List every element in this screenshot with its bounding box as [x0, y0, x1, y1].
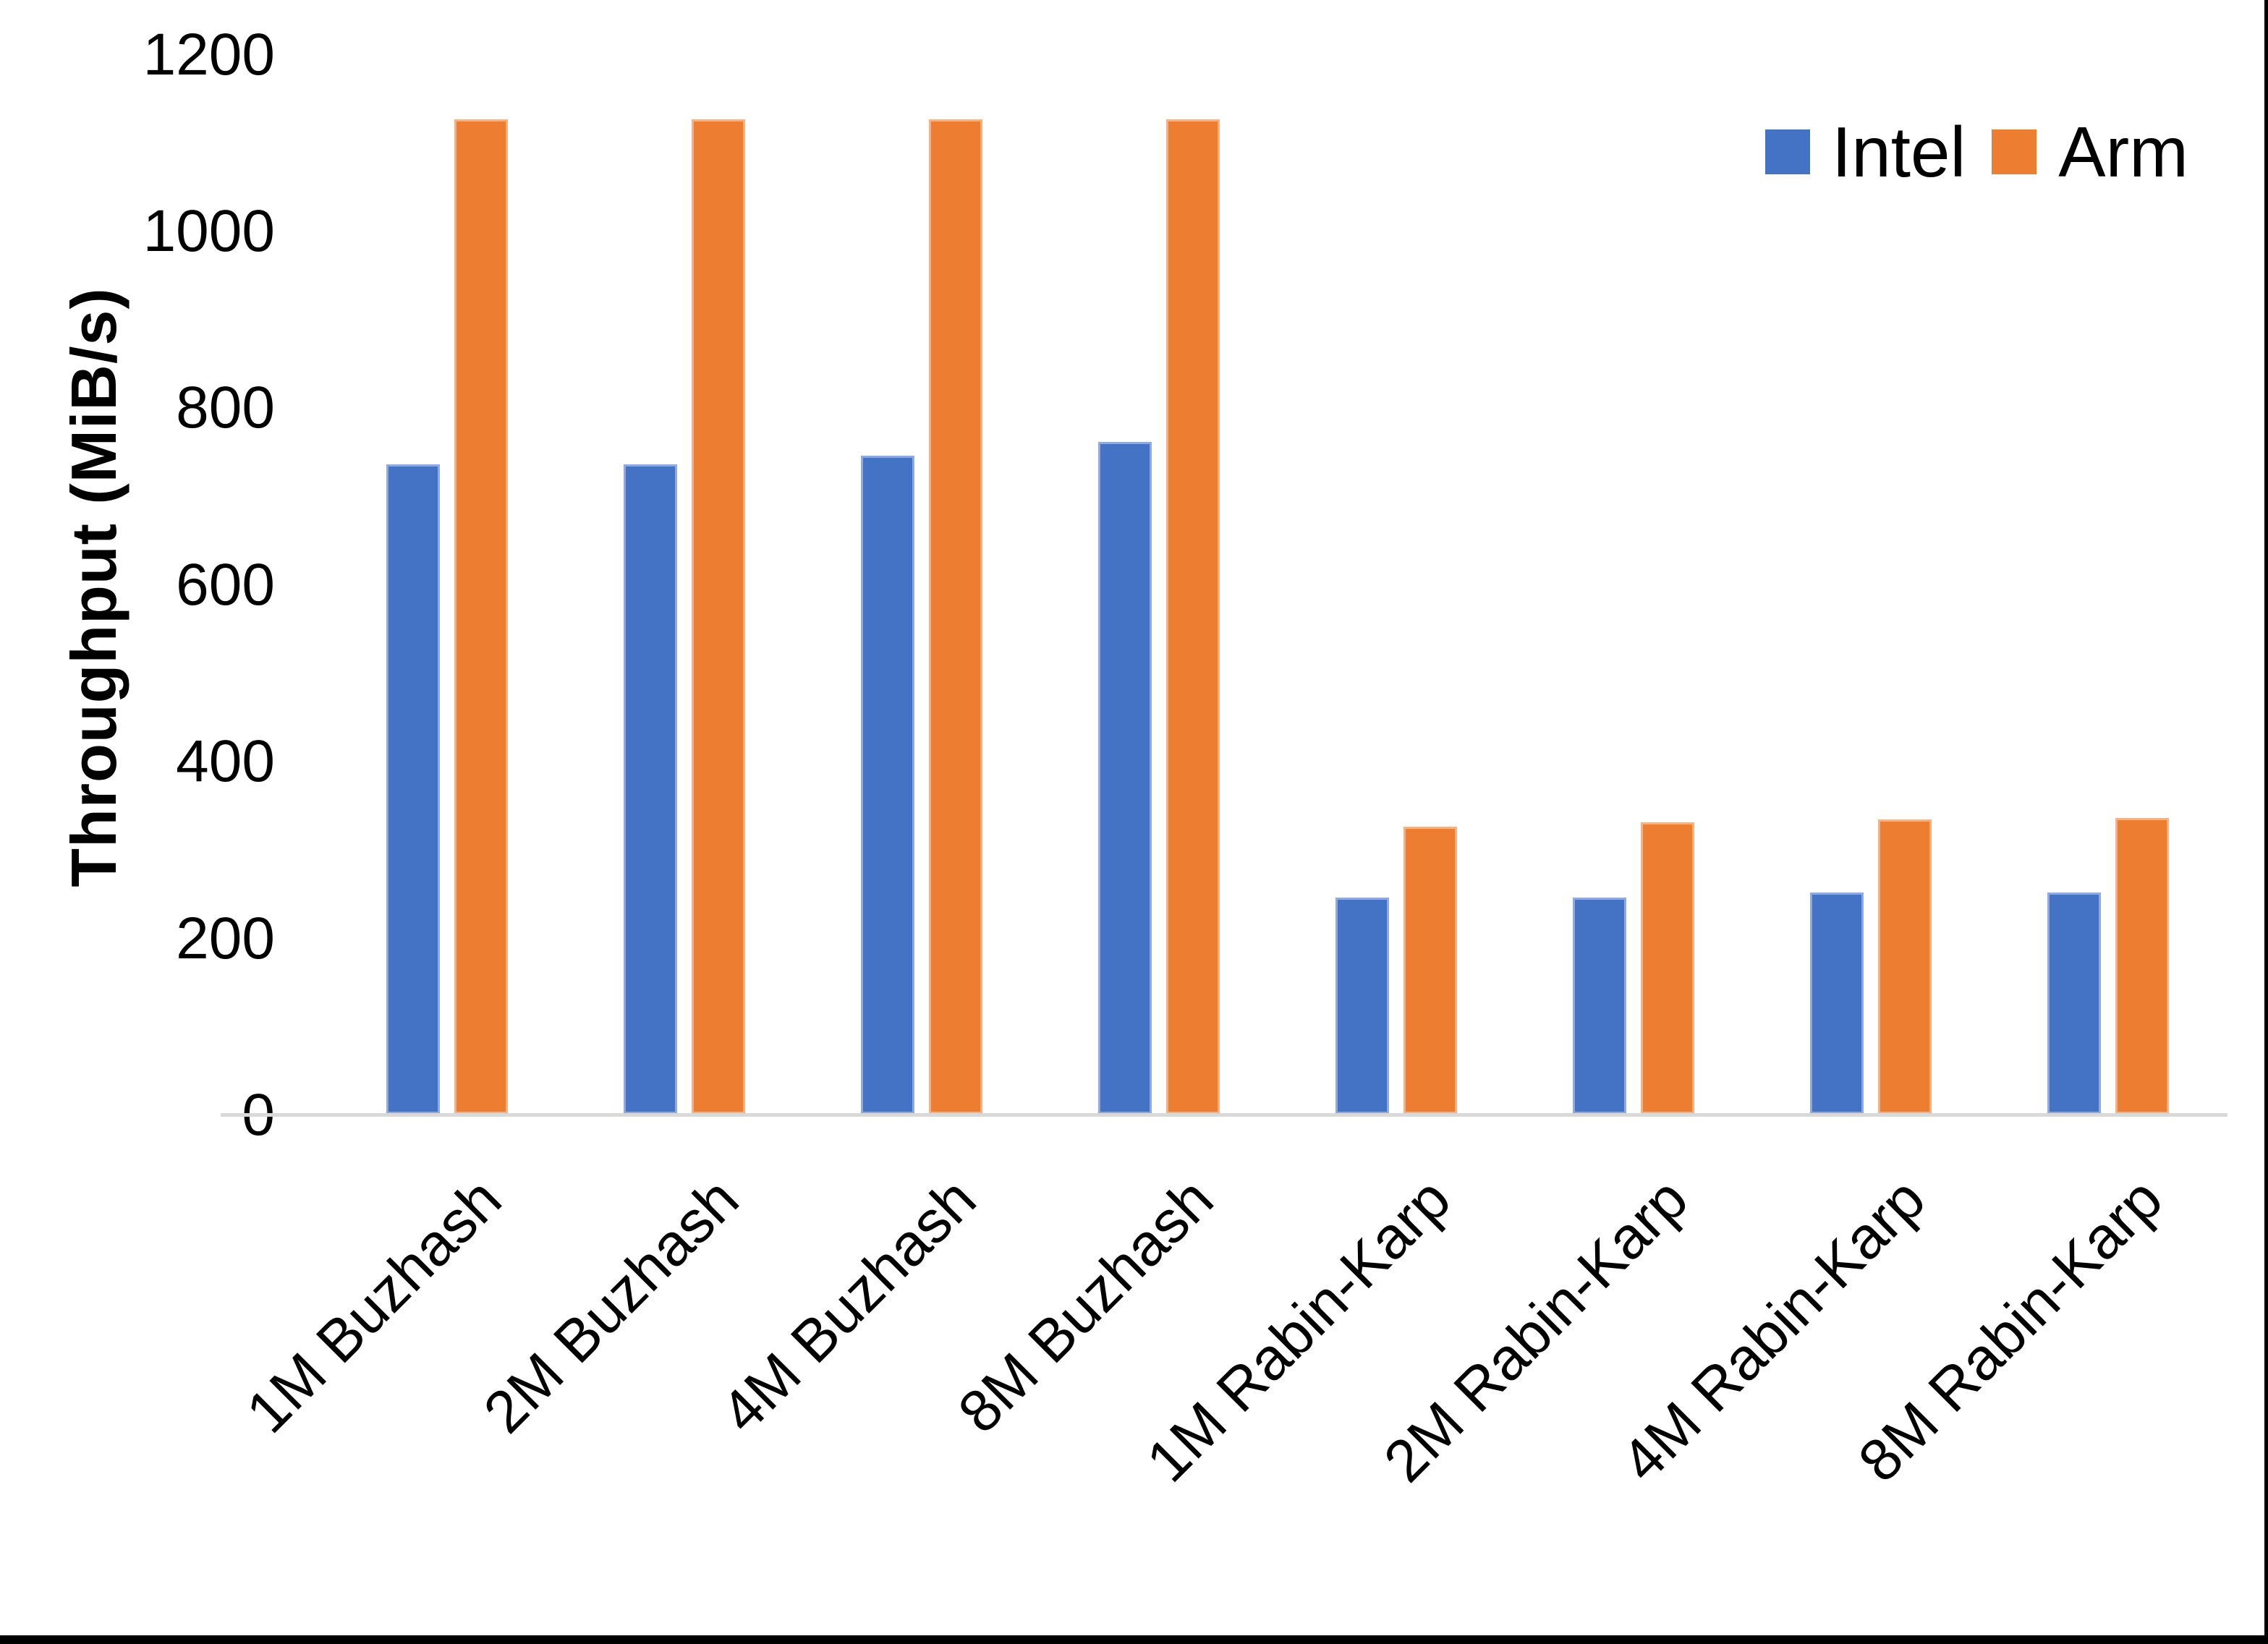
bar-intel-4m-rabin-karp: [1810, 893, 1864, 1114]
bar-intel-2m-buzhash: [624, 464, 677, 1114]
x-label-1m-buzhash: 1M Buzhash: [234, 1166, 514, 1446]
window-edge-bottom: [0, 1635, 2268, 1644]
legend-label-arm: Arm: [2058, 112, 2188, 192]
legend: Intel Arm: [1765, 108, 2188, 195]
y-tick-label-1200: 1200: [143, 21, 275, 88]
bar-intel-8m-buzhash: [1098, 442, 1152, 1114]
bar-arm-4m-buzhash: [929, 119, 982, 1114]
y-tick-label-200: 200: [176, 905, 275, 971]
bar-arm-8m-rabin-karp: [2115, 818, 2169, 1114]
y-tick-label-600: 600: [176, 551, 275, 618]
y-tick-label-400: 400: [176, 728, 275, 795]
bar-intel-2m-rabin-karp: [1573, 898, 1626, 1114]
bar-arm-8m-buzhash: [1166, 119, 1220, 1114]
legend-swatch-intel: [1765, 129, 1810, 174]
y-tick-label-1000: 1000: [143, 198, 275, 264]
bar-intel-1m-buzhash: [386, 464, 440, 1114]
window-edge-right: [2264, 0, 2268, 1644]
bar-intel-8m-rabin-karp: [2047, 893, 2101, 1114]
legend-label-intel: Intel: [1832, 112, 1966, 192]
x-axis-line: [221, 1113, 2227, 1117]
bar-arm-1m-rabin-karp: [1403, 827, 1457, 1114]
bar-intel-1m-rabin-karp: [1335, 898, 1389, 1114]
bar-arm-2m-rabin-karp: [1641, 822, 1694, 1114]
legend-item-intel: Intel: [1765, 116, 1966, 187]
bar-arm-4m-rabin-karp: [1878, 819, 1932, 1114]
legend-item-arm: Arm: [1992, 116, 2188, 187]
y-tick-label-800: 800: [176, 375, 275, 441]
bar-arm-2m-buzhash: [692, 119, 745, 1114]
legend-swatch-arm: [1992, 129, 2037, 174]
bar-arm-1m-buzhash: [454, 119, 508, 1114]
bar-intel-4m-buzhash: [861, 456, 914, 1114]
